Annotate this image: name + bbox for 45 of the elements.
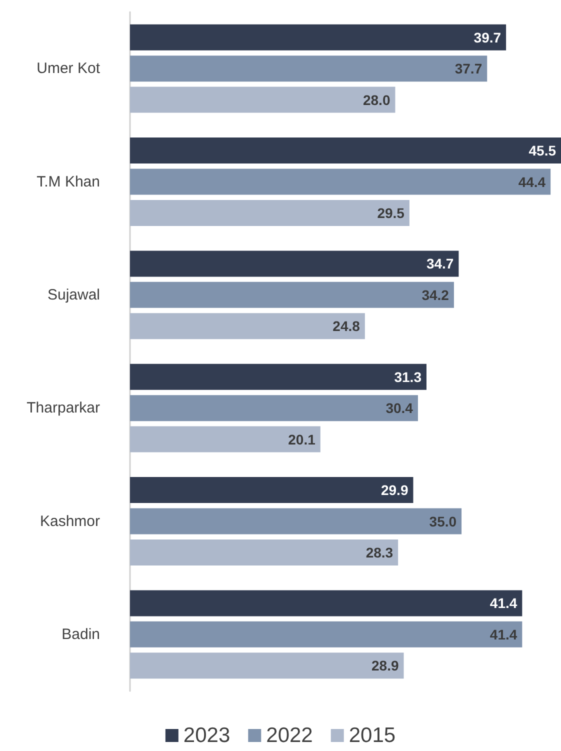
bar xyxy=(130,86,396,113)
data-label: 34.2 xyxy=(422,286,450,303)
bar xyxy=(130,138,561,164)
bar xyxy=(130,539,398,566)
data-label: 29.5 xyxy=(377,204,405,221)
data-label: 45.5 xyxy=(528,142,556,159)
bar xyxy=(130,364,426,390)
bar xyxy=(130,590,522,616)
legend-label: 2023 xyxy=(183,724,230,747)
bar xyxy=(130,426,320,452)
data-label: 35.0 xyxy=(429,513,457,530)
data-label: 28.3 xyxy=(366,544,394,560)
data-label: 20.1 xyxy=(288,431,316,448)
bar xyxy=(130,652,404,679)
bar xyxy=(130,621,522,648)
legend-label: 2015 xyxy=(348,724,396,747)
data-label: 41.4 xyxy=(490,595,518,612)
data-label: 24.8 xyxy=(332,318,360,334)
bar xyxy=(130,168,551,195)
legend-label: 2022 xyxy=(266,724,313,747)
data-label: 30.4 xyxy=(386,400,414,416)
bar xyxy=(130,395,418,422)
bar xyxy=(130,508,462,534)
data-label: 31.3 xyxy=(394,368,422,385)
y-tick-label: Tharparkar xyxy=(26,400,100,417)
bar xyxy=(130,200,410,226)
bar xyxy=(130,24,506,50)
data-label: 28.0 xyxy=(362,92,390,108)
y-tick-label: T.M Khan xyxy=(36,173,100,190)
bar xyxy=(130,477,414,504)
data-label: 28.9 xyxy=(372,658,399,674)
y-tick-label: Sujawal xyxy=(47,286,100,304)
bar xyxy=(130,250,459,277)
data-label: 41.4 xyxy=(490,626,518,642)
y-tick-label: Badin xyxy=(62,626,100,643)
data-label: 29.9 xyxy=(380,482,408,498)
bar xyxy=(130,282,454,308)
y-tick-label: Umer Kot xyxy=(36,60,101,78)
bar xyxy=(130,313,365,340)
data-label: 37.7 xyxy=(454,60,482,77)
bar xyxy=(130,56,488,82)
data-label: 34.7 xyxy=(426,256,454,272)
y-tick-label: Kashmor xyxy=(40,512,100,530)
data-label: 39.7 xyxy=(474,29,502,46)
data-label: 44.4 xyxy=(518,174,546,190)
